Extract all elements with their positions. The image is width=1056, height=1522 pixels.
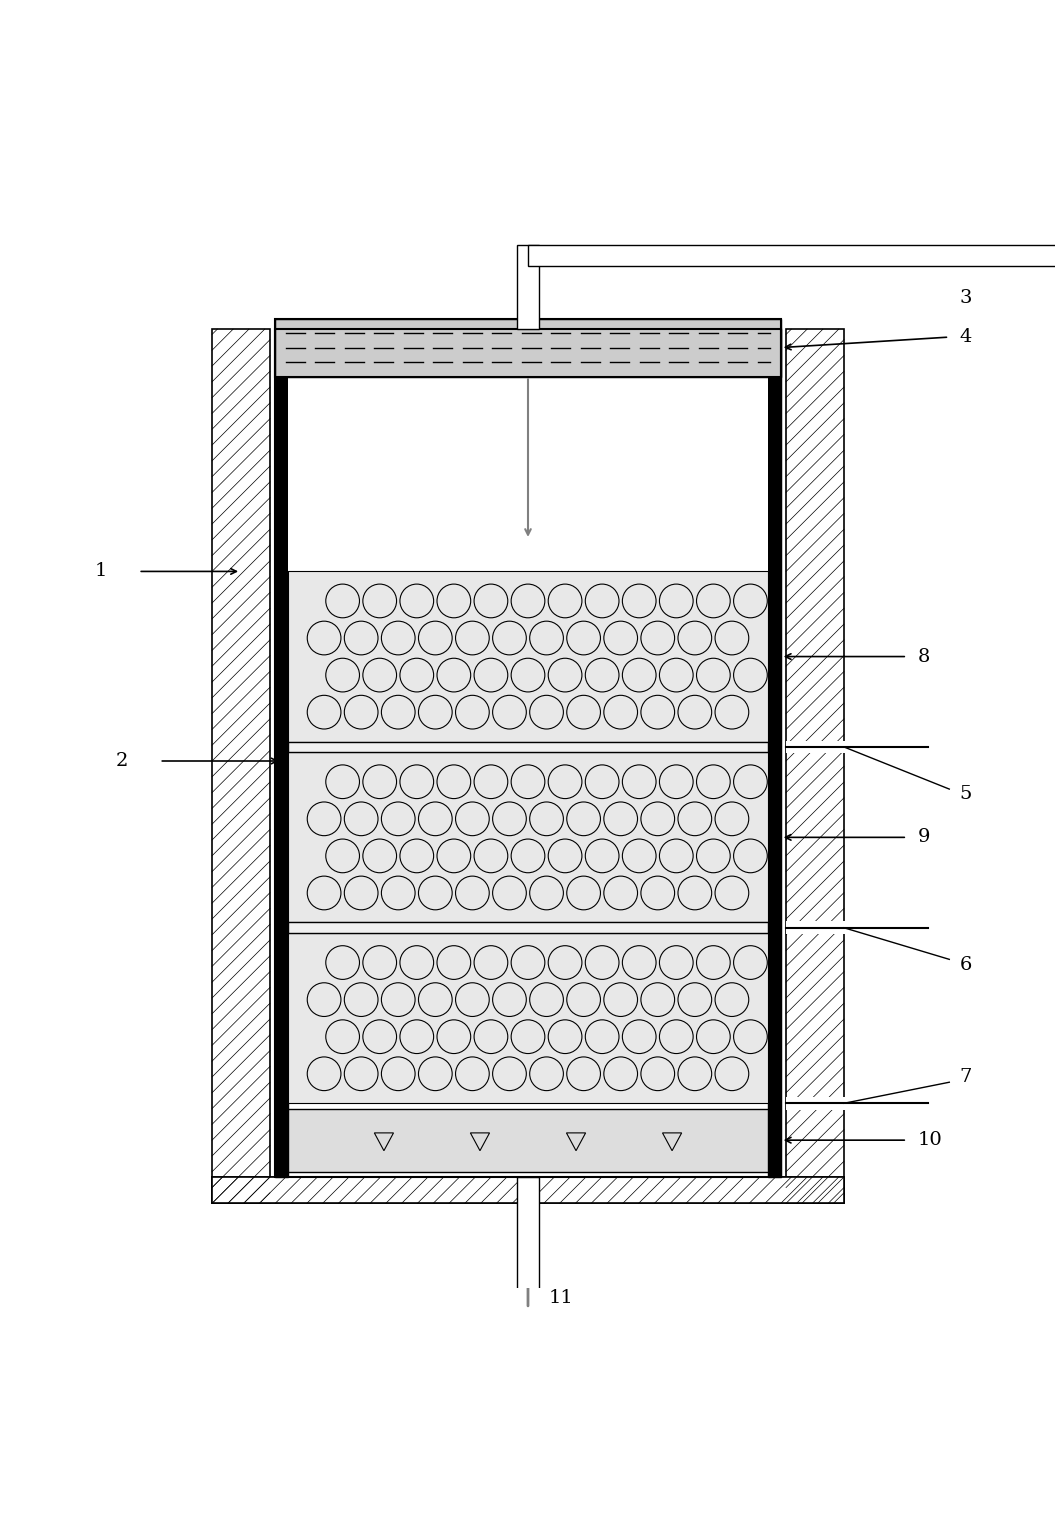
Bar (288, 741, 768, 752)
Bar (528, 245, 1056, 266)
Bar (786, 329, 844, 1204)
Text: 8: 8 (918, 647, 930, 665)
Bar (288, 1108, 768, 1172)
Bar (288, 376, 768, 571)
Bar (786, 921, 928, 935)
Text: 7: 7 (960, 1068, 973, 1087)
Bar (517, 245, 539, 329)
Text: 6: 6 (960, 956, 973, 974)
Text: 4: 4 (960, 329, 973, 345)
Bar (212, 329, 270, 1204)
Bar (276, 329, 780, 1177)
Bar (288, 933, 768, 1103)
Bar (288, 922, 768, 933)
Bar (212, 1177, 844, 1204)
Text: 9: 9 (918, 828, 930, 846)
Text: 5: 5 (960, 785, 973, 804)
Bar (212, 1177, 844, 1204)
Text: 2: 2 (115, 752, 128, 770)
Bar (276, 318, 780, 376)
Bar (288, 752, 768, 922)
Bar (786, 741, 928, 753)
Bar (288, 571, 768, 741)
Bar (517, 1177, 539, 1309)
Text: 11: 11 (549, 1289, 573, 1307)
Bar (786, 1097, 928, 1110)
Text: 3: 3 (960, 289, 973, 306)
Text: 10: 10 (918, 1131, 942, 1149)
Bar (276, 329, 288, 1177)
Bar (768, 329, 780, 1177)
Bar (276, 318, 780, 376)
Text: 1: 1 (94, 563, 107, 580)
